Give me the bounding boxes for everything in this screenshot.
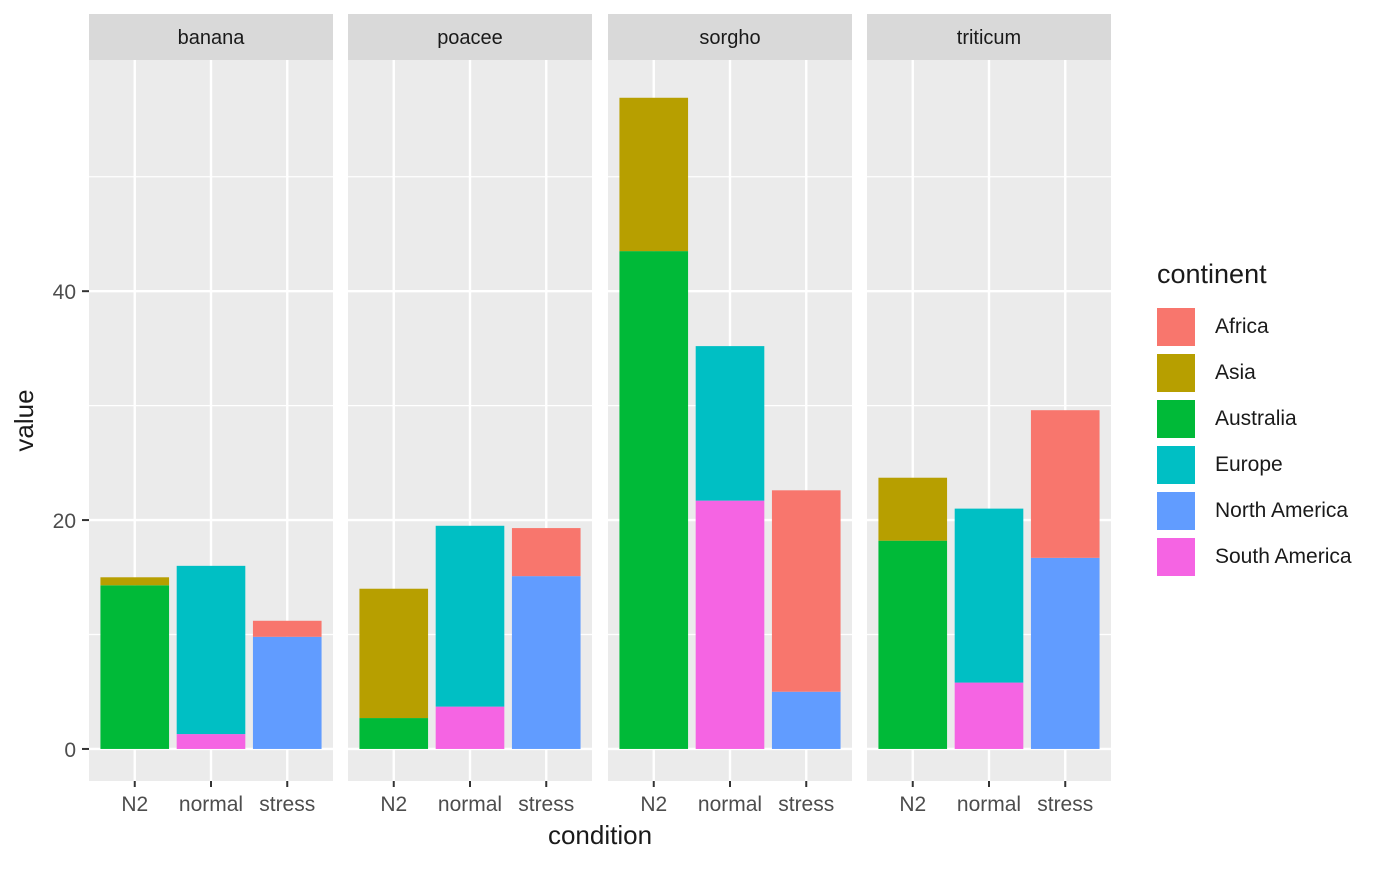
y-tick-label: 40 xyxy=(53,281,76,304)
x-tick-label: N2 xyxy=(899,793,926,816)
y-axis-title: value xyxy=(9,389,39,451)
legend-key-swatch xyxy=(1155,444,1197,486)
bar-segment-north-america xyxy=(252,636,322,749)
bar-segment-europe xyxy=(954,508,1024,683)
x-tick-label: stress xyxy=(1037,793,1093,816)
bar-segment-australia xyxy=(359,718,429,749)
legend-item: Asia xyxy=(1155,350,1390,396)
x-tick-label: N2 xyxy=(380,793,407,816)
legend-item: Europe xyxy=(1155,442,1390,488)
facet-strip xyxy=(867,14,1111,60)
x-tick-label: stress xyxy=(259,793,315,816)
x-tick-label: stress xyxy=(518,793,574,816)
x-axis-title: condition xyxy=(548,820,652,850)
y-tick-label: 0 xyxy=(64,739,76,762)
facet-strip-label: triticum xyxy=(957,27,1021,49)
bar-segment-australia xyxy=(878,540,948,749)
bar-segment-africa xyxy=(1030,410,1100,558)
facet-strip-label: banana xyxy=(178,27,246,49)
legend-label: Australia xyxy=(1215,407,1297,430)
x-tick-label: normal xyxy=(438,793,502,816)
x-tick-label: normal xyxy=(698,793,762,816)
x-tick-label: N2 xyxy=(640,793,667,816)
bar-segment-north-america xyxy=(511,576,581,749)
bar-segment-south-america xyxy=(176,734,246,749)
legend-label: South America xyxy=(1215,545,1352,568)
bar-segment-asia xyxy=(619,97,689,252)
x-tick-label: stress xyxy=(778,793,834,816)
bar-segment-south-america xyxy=(954,682,1024,749)
bar-segment-north-america xyxy=(771,691,841,749)
bar-segment-asia xyxy=(359,588,429,719)
bar-segment-africa xyxy=(252,620,322,637)
legend-label: Asia xyxy=(1215,361,1256,384)
bar-segment-north-america xyxy=(1030,557,1100,749)
bar-segment-australia xyxy=(100,585,170,749)
bar-segment-south-america xyxy=(435,706,505,749)
bar-segment-asia xyxy=(100,577,170,586)
legend-label: Africa xyxy=(1215,315,1269,338)
bar-segment-australia xyxy=(619,251,689,749)
x-tick-label: normal xyxy=(179,793,243,816)
legend-items: Africa Asia Australia Europe North America So… xyxy=(1155,304,1390,580)
bar-segment-europe xyxy=(176,565,246,735)
facet-strip xyxy=(348,14,592,60)
bar-segment-africa xyxy=(771,490,841,692)
legend-item: North America xyxy=(1155,488,1390,534)
facet-strip xyxy=(608,14,852,60)
x-tick-label: normal xyxy=(957,793,1021,816)
legend-label: North America xyxy=(1215,499,1349,522)
legend-key-swatch xyxy=(1155,398,1197,440)
facet-strip-label: poacee xyxy=(437,27,503,49)
bar-segment-europe xyxy=(435,525,505,707)
facet-strip xyxy=(89,14,333,60)
x-tick-label: N2 xyxy=(121,793,148,816)
legend-key-swatch xyxy=(1155,306,1197,348)
legend-title: continent xyxy=(1157,259,1267,289)
legend-item: South America xyxy=(1155,534,1390,580)
legend-key-swatch xyxy=(1155,536,1197,578)
y-tick-label: 20 xyxy=(53,510,76,533)
bar-segment-europe xyxy=(695,346,765,501)
legend-item: Australia xyxy=(1155,396,1390,442)
legend-item: Africa xyxy=(1155,304,1390,350)
legend-key-swatch xyxy=(1155,352,1197,394)
legend: continent Africa Asia Australia Europe North… xyxy=(1155,258,1390,580)
legend-key-swatch xyxy=(1155,490,1197,532)
legend-label: Europe xyxy=(1215,453,1283,476)
bar-segment-south-america xyxy=(695,500,765,749)
facet-strip-label: sorgho xyxy=(699,27,760,49)
bar-segment-africa xyxy=(511,528,581,577)
bar-segment-asia xyxy=(878,477,948,541)
